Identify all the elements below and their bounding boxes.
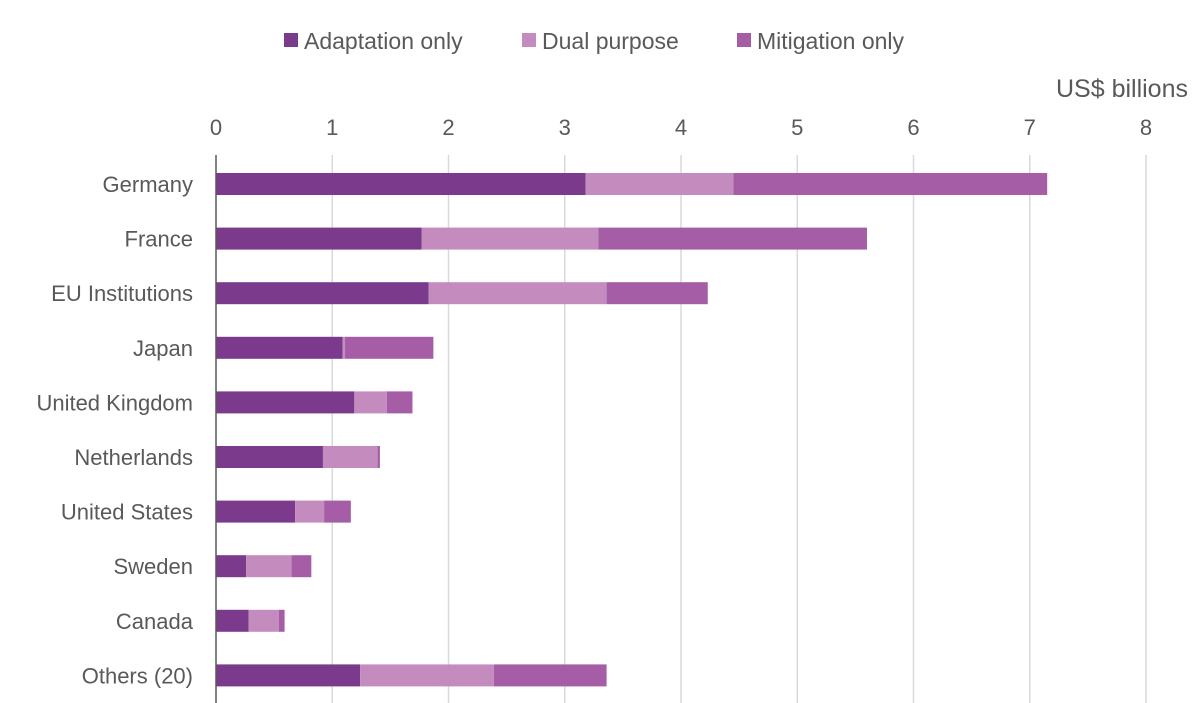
legend-label-adaptation-only: Adaptation only (304, 28, 463, 54)
category-labels: Germany France EU Institutions Japan United … (36, 172, 193, 688)
bar-germany-adaptation-only (216, 173, 586, 195)
bar-others-20-adaptation-only (216, 664, 361, 687)
legend-swatch-adaptation-only (284, 33, 298, 47)
bar-germany-dual-purpose (585, 173, 734, 195)
bars (216, 173, 1048, 687)
x-tick-5: 5 (791, 115, 803, 140)
x-tick-7: 7 (1024, 115, 1036, 140)
legend-label-dual-purpose: Dual purpose (542, 28, 679, 54)
bar-others-20-dual-purpose (360, 664, 494, 687)
category-label-others-20: Others (20) (82, 663, 193, 688)
category-label-united-kingdom: United Kingdom (36, 390, 193, 415)
legend: Adaptation only Dual purpose Mitigation on… (284, 28, 905, 54)
x-tick-8: 8 (1140, 115, 1152, 140)
category-label-japan: Japan (133, 336, 193, 361)
bar-united-states-mitigation-only (324, 500, 351, 523)
bar-netherlands-adaptation-only (216, 446, 323, 468)
x-tick-6: 6 (907, 115, 919, 140)
x-tick-labels: 0 1 2 3 4 5 6 7 8 (210, 115, 1152, 140)
bar-germany-mitigation-only (733, 173, 1048, 195)
bar-sweden-mitigation-only (291, 555, 312, 578)
legend-label-mitigation-only: Mitigation only (757, 28, 905, 54)
unit-label: US$ billions (1056, 75, 1188, 103)
bar-france-mitigation-only (598, 227, 867, 250)
legend-swatch-mitigation-only (737, 33, 751, 47)
bar-united-kingdom-adaptation-only (216, 391, 355, 414)
bar-france-adaptation-only (216, 227, 422, 250)
x-tick-2: 2 (442, 115, 454, 140)
category-label-sweden: Sweden (113, 554, 193, 579)
bar-canada-dual-purpose (248, 609, 279, 632)
x-tick-4: 4 (675, 115, 687, 140)
bar-france-dual-purpose (421, 227, 599, 250)
category-label-france: France (125, 227, 193, 252)
bar-united-kingdom-dual-purpose (354, 391, 387, 414)
category-label-canada: Canada (116, 609, 194, 634)
bar-canada-mitigation-only (278, 609, 285, 632)
bar-netherlands-dual-purpose (322, 446, 378, 468)
bar-others-20-mitigation-only (493, 664, 607, 687)
bar-eu-institutions-mitigation-only (606, 282, 708, 305)
category-label-eu-institutions: EU Institutions (51, 281, 193, 306)
bar-japan-mitigation-only (345, 336, 434, 359)
category-label-netherlands: Netherlands (74, 445, 193, 470)
legend-swatch-dual-purpose (522, 33, 536, 47)
bar-canada-adaptation-only (216, 609, 249, 632)
bar-japan-dual-purpose (342, 336, 346, 359)
category-label-germany: Germany (103, 172, 193, 197)
x-tick-1: 1 (326, 115, 338, 140)
category-label-united-states: United States (61, 500, 193, 525)
x-tick-0: 0 (210, 115, 222, 140)
x-tick-3: 3 (559, 115, 571, 140)
bar-united-kingdom-mitigation-only (386, 391, 413, 414)
bar-united-states-dual-purpose (295, 500, 325, 523)
bar-eu-institutions-dual-purpose (428, 282, 607, 305)
bar-sweden-adaptation-only (216, 555, 247, 578)
bar-united-states-adaptation-only (216, 500, 296, 523)
bar-sweden-dual-purpose (246, 555, 292, 578)
bar-eu-institutions-adaptation-only (216, 282, 429, 305)
bar-netherlands-mitigation-only (377, 446, 380, 468)
bar-japan-adaptation-only (216, 336, 343, 359)
